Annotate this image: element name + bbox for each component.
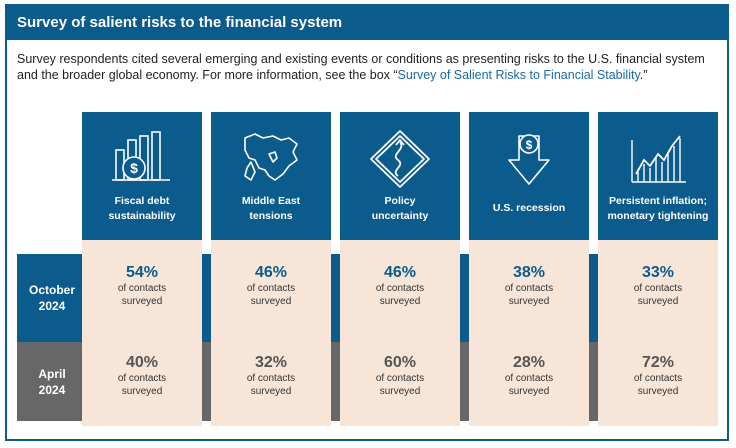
column-label-middle-east: Middle East tensions xyxy=(241,195,301,222)
column-values-persistent-inflation: 33% of contacts surveyed 72% of contacts… xyxy=(598,240,718,426)
cell-policy-uncertainty-october: 46% of contacts surveyed xyxy=(340,264,460,308)
column-label-fiscal-debt: Fiscal debt sustainability xyxy=(108,195,176,222)
column-fiscal-debt: $ Fiscal debt sustainability 54% of cont… xyxy=(82,112,202,432)
downward-dollar-arrow-icon: $ xyxy=(508,134,550,185)
row-label-october-2024: October 2024 xyxy=(28,283,75,313)
cell-persistent-inflation-october: 33% of contacts surveyed xyxy=(598,264,718,308)
panel-title: Survey of salient risks to the financial… xyxy=(7,6,727,40)
column-us-recession: $ U.S. recession 38% of contacts surveye… xyxy=(469,112,589,432)
debt-chart-icon: $ xyxy=(112,131,170,181)
value-pct: 54% xyxy=(125,264,159,281)
cell-persistent-inflation-april: 72% of contacts surveyed xyxy=(598,354,718,398)
middle-east-map-icon xyxy=(244,133,298,181)
cell-fiscal-debt-october: 54% of contacts surveyed xyxy=(82,264,202,308)
value-pct: 28% xyxy=(512,354,546,371)
value-pct: 46% xyxy=(254,264,288,281)
intro-text: Survey respondents cited several emergin… xyxy=(17,52,705,82)
value-pct: 32% xyxy=(254,354,288,371)
row-label-april-2024: April 2024 xyxy=(38,367,66,397)
value-pct: 38% xyxy=(512,264,546,281)
cell-fiscal-debt-april: 40% of contacts surveyed xyxy=(82,354,202,398)
column-policy-uncertainty: Policy uncertainty 46% of contacts surve… xyxy=(340,112,460,432)
risk-survey-panel: Survey of salient risks to the financial… xyxy=(5,4,729,441)
value-pct: 40% xyxy=(125,354,159,371)
cell-policy-uncertainty-april: 60% of contacts surveyed xyxy=(340,354,460,398)
column-middle-east: Middle East tensions 46% of contacts sur… xyxy=(211,112,331,432)
salient-risks-link[interactable]: Survey of Salient Risks to Financial Sta… xyxy=(397,68,640,82)
svg-text:$: $ xyxy=(130,160,138,176)
column-label-us-recession: U.S. recession xyxy=(492,202,566,214)
column-values-middle-east: 46% of contacts surveyed 32% of contacts… xyxy=(211,240,331,426)
column-header-policy-uncertainty: Policy uncertainty xyxy=(340,112,460,240)
column-values-us-recession: 38% of contacts surveyed 28% of contacts… xyxy=(469,240,589,426)
column-label-persistent-inflation: Persistent inflation; monetary tightenin… xyxy=(607,195,709,222)
column-header-middle-east: Middle East tensions xyxy=(211,112,331,240)
rising-chart-icon xyxy=(631,135,686,183)
cell-us-recession-october: 38% of contacts surveyed xyxy=(469,264,589,308)
cell-middle-east-october: 46% of contacts surveyed xyxy=(211,264,331,308)
column-values-fiscal-debt: 54% of contacts surveyed 40% of contacts… xyxy=(82,240,202,426)
value-pct: 33% xyxy=(641,264,675,281)
column-label-policy-uncertainty: Policy uncertainty xyxy=(371,195,429,222)
cell-us-recession-april: 28% of contacts surveyed xyxy=(469,354,589,398)
value-pct: 60% xyxy=(383,354,417,371)
intro-paragraph: Survey respondents cited several emergin… xyxy=(17,51,717,83)
column-persistent-inflation: Persistent inflation; monetary tightenin… xyxy=(598,112,718,432)
value-pct: 72% xyxy=(641,354,675,371)
column-header-us-recession: $ U.S. recession xyxy=(469,112,589,240)
value-pct: 46% xyxy=(383,264,417,281)
svg-text:$: $ xyxy=(526,138,533,152)
column-header-persistent-inflation: Persistent inflation; monetary tightenin… xyxy=(598,112,718,240)
column-header-fiscal-debt: $ Fiscal debt sustainability xyxy=(82,112,202,240)
cell-middle-east-april: 32% of contacts surveyed xyxy=(211,354,331,398)
column-values-policy-uncertainty: 46% of contacts surveyed 60% of contacts… xyxy=(340,240,460,426)
winding-road-sign-icon xyxy=(370,130,430,188)
intro-end: .” xyxy=(639,68,648,82)
